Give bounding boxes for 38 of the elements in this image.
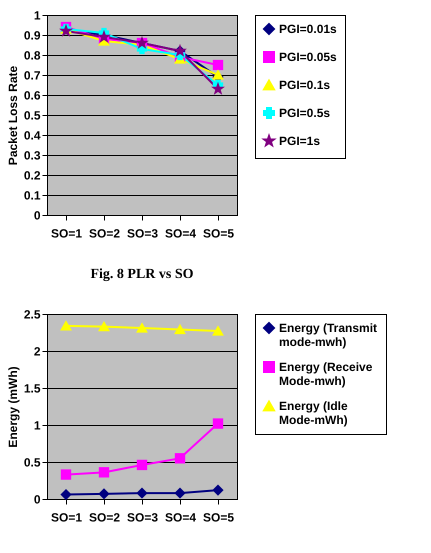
y-axis-title: Energy (mWh) xyxy=(6,366,20,448)
x-tick-label: SO=3 xyxy=(126,510,158,524)
y-tick-label: 0.5 xyxy=(24,456,41,470)
legend-label: PGI=1s xyxy=(279,134,320,148)
y-tick-label: 0 xyxy=(34,208,41,222)
legend-label: PGI=0.1s xyxy=(279,78,330,92)
x-tick-label: SO=3 xyxy=(126,226,158,240)
y-tick-label: 1.5 xyxy=(24,382,41,396)
caption: Fig. 8 PLR vs SO xyxy=(90,267,194,282)
legend-label: Energy (Transmit mode-mwh) xyxy=(279,321,378,349)
y-tick-label: 0.5 xyxy=(24,108,41,122)
legend-label: Energy (Idle Mode-mWh) xyxy=(279,399,348,427)
y-tick-label: 0.8 xyxy=(24,48,41,62)
y-tick-label: 1 xyxy=(34,418,41,432)
x-tick-label: SO=2 xyxy=(88,226,120,240)
legend-label: PGI=0.01s xyxy=(279,22,338,36)
y-tick-label: 1 xyxy=(34,8,41,22)
y-axis-title: Packet Loss Rate xyxy=(6,65,20,166)
y-tick-label: 0.1 xyxy=(24,188,41,202)
y-tick-label: 0 xyxy=(34,492,41,506)
y-tick-label: 0.2 xyxy=(24,168,41,182)
x-tick-label: SO=4 xyxy=(164,510,196,524)
legend-label: PGI=0.5s xyxy=(279,106,330,120)
y-tick-label: 0.3 xyxy=(24,148,41,162)
y-tick-label: 0.7 xyxy=(24,68,41,82)
x-tick-label: SO=1 xyxy=(50,510,82,524)
x-tick-label: SO=2 xyxy=(88,510,120,524)
y-tick-label: 0.4 xyxy=(24,128,41,142)
x-tick-label: SO=5 xyxy=(202,226,234,240)
legend-label: Energy (Receive Mode-mwh) xyxy=(279,360,373,388)
y-tick-label: 2.5 xyxy=(24,308,41,322)
y-tick-label: 0.9 xyxy=(24,28,41,42)
y-tick-label: 2 xyxy=(34,344,41,358)
x-tick-label: SO=4 xyxy=(164,226,196,240)
x-tick-label: SO=5 xyxy=(202,510,234,524)
legend-label: PGI=0.05s xyxy=(279,50,338,64)
y-tick-label: 0.6 xyxy=(24,88,41,102)
x-tick-label: SO=1 xyxy=(50,226,82,240)
